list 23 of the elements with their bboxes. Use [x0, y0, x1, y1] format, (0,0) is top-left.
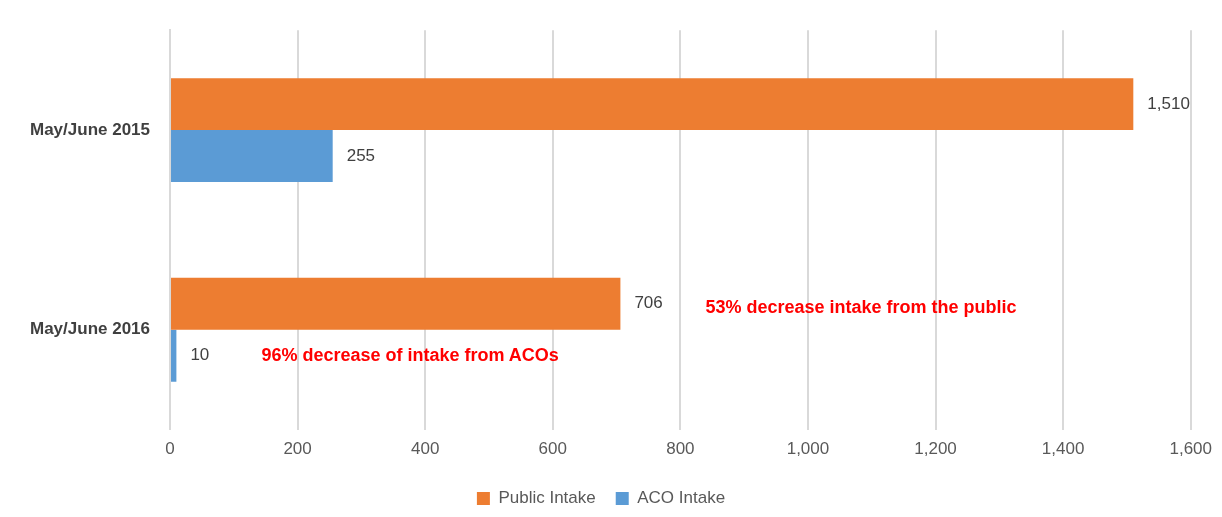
x-tick-label: 400	[411, 439, 440, 459]
data-label: 255	[346, 145, 376, 165]
data-label: 1,510	[1147, 93, 1190, 113]
x-tick-label: 1,600	[1169, 439, 1212, 459]
legend-label: Public Intake	[498, 488, 596, 508]
x-tick-label: 0	[165, 439, 175, 459]
x-tick-label: 1,000	[786, 439, 830, 459]
bar	[171, 78, 1134, 131]
bar	[171, 130, 333, 182]
annotation: 96% decrease of intake from ACOs	[261, 344, 559, 365]
data-label: 10	[190, 345, 210, 365]
x-tick-label: 800	[666, 439, 695, 459]
x-tick-label: 200	[283, 439, 312, 459]
legend-label: ACO Intake	[637, 488, 726, 508]
y-tick-label: May/June 2016	[30, 319, 151, 339]
annotation: 53% decrease intake from the public	[705, 296, 1017, 317]
bar	[171, 277, 621, 330]
x-tick-label: 1,200	[914, 439, 957, 459]
bar	[171, 329, 177, 382]
x-tick-label: 1,400	[1041, 439, 1085, 459]
y-tick-label: May/June 2015	[30, 119, 151, 139]
data-label: 706	[634, 293, 663, 313]
x-tick-label: 600	[538, 439, 567, 459]
